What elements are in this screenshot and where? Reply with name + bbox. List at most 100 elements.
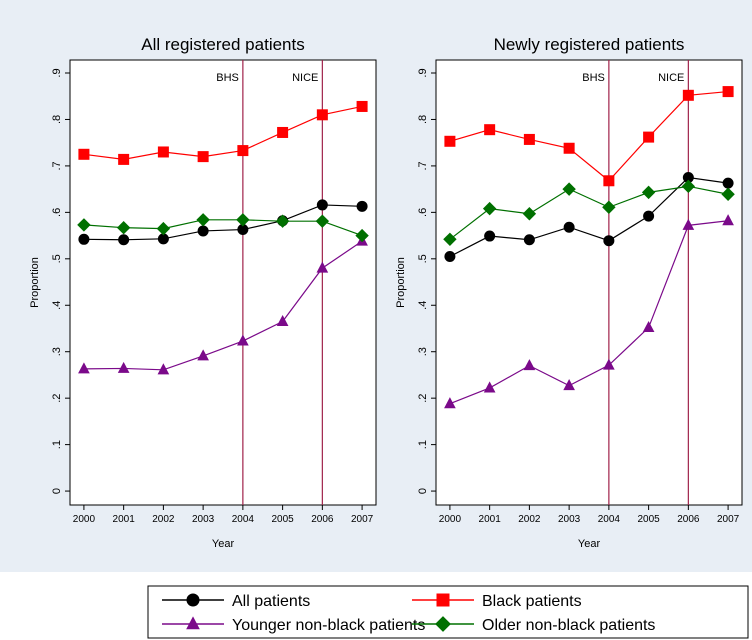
y-tick-label: .4 bbox=[417, 301, 429, 310]
y-axis-label: Proportion bbox=[29, 257, 41, 308]
marker bbox=[118, 234, 130, 246]
marker bbox=[316, 109, 328, 121]
marker bbox=[315, 214, 330, 228]
marker bbox=[356, 200, 368, 212]
x-tick-label: 2000 bbox=[73, 514, 96, 525]
marker bbox=[157, 233, 169, 245]
marker bbox=[276, 314, 289, 327]
marker bbox=[436, 593, 450, 607]
marker bbox=[78, 233, 90, 245]
marker bbox=[186, 616, 200, 630]
legend-label: Black patients bbox=[482, 593, 582, 610]
y-axis-label: Proportion bbox=[395, 257, 407, 308]
x-tick-label: 2000 bbox=[439, 514, 462, 525]
y-tick-label: .7 bbox=[51, 161, 63, 170]
marker bbox=[316, 199, 328, 211]
marker bbox=[643, 131, 655, 143]
y-tick-label: .3 bbox=[51, 347, 63, 356]
series-line bbox=[83, 240, 363, 371]
marker bbox=[197, 349, 209, 361]
legend-label: Older non-black patients bbox=[482, 617, 655, 634]
marker bbox=[196, 213, 210, 227]
x-tick-label: 2003 bbox=[192, 514, 215, 525]
marker bbox=[641, 185, 656, 200]
marker bbox=[484, 124, 496, 136]
marker bbox=[722, 177, 734, 189]
series-line bbox=[83, 105, 363, 161]
marker bbox=[117, 361, 130, 373]
marker bbox=[444, 135, 456, 147]
marker bbox=[722, 214, 734, 226]
marker bbox=[444, 397, 456, 409]
y-tick-label: .9 bbox=[51, 68, 63, 77]
x-tick-label: 2001 bbox=[479, 514, 502, 525]
marker bbox=[682, 89, 694, 101]
marker bbox=[484, 230, 496, 242]
marker bbox=[197, 225, 209, 237]
x-tick-label: 2004 bbox=[232, 514, 255, 525]
x-tick-label: 2002 bbox=[152, 514, 175, 525]
marker bbox=[482, 201, 497, 216]
marker bbox=[443, 232, 457, 247]
marker bbox=[157, 363, 170, 375]
marker bbox=[118, 153, 130, 165]
x-tick-label: 2004 bbox=[598, 514, 621, 525]
marker bbox=[236, 213, 250, 227]
y-tick-label: .6 bbox=[417, 208, 429, 217]
marker bbox=[275, 214, 290, 228]
y-tick-label: 0 bbox=[417, 488, 429, 494]
marker bbox=[523, 359, 536, 371]
marker bbox=[522, 207, 537, 221]
marker bbox=[78, 362, 90, 374]
marker bbox=[197, 151, 209, 163]
x-tick-label: 2006 bbox=[677, 514, 700, 525]
marker bbox=[186, 593, 200, 607]
y-tick-label: .5 bbox=[417, 254, 429, 263]
marker bbox=[523, 234, 535, 246]
marker bbox=[116, 220, 131, 235]
x-tick-label: 2001 bbox=[113, 514, 136, 525]
series-line bbox=[83, 204, 363, 241]
y-tick-label: .2 bbox=[417, 394, 429, 403]
x-axis-label: Year bbox=[212, 538, 235, 550]
y-tick-label: .1 bbox=[51, 440, 63, 449]
x-tick-label: 2005 bbox=[271, 514, 294, 525]
legend-label: All patients bbox=[232, 593, 310, 610]
legend-label: Younger non-black patients bbox=[232, 617, 425, 634]
y-tick-label: .7 bbox=[417, 161, 429, 170]
marker bbox=[563, 142, 575, 154]
series-line bbox=[449, 185, 729, 240]
marker bbox=[316, 261, 329, 273]
y-tick-label: 0 bbox=[51, 488, 63, 494]
series-line bbox=[449, 220, 729, 405]
marker bbox=[681, 179, 696, 194]
marker bbox=[156, 221, 171, 236]
x-axis-label: Year bbox=[578, 538, 601, 550]
x-tick-label: 2006 bbox=[311, 514, 334, 525]
marker bbox=[563, 221, 575, 233]
marker bbox=[237, 145, 249, 157]
marker bbox=[277, 126, 289, 138]
series-line bbox=[449, 176, 729, 258]
panel-title: All registered patients bbox=[141, 35, 304, 54]
marker bbox=[603, 358, 615, 370]
y-tick-label: .8 bbox=[51, 115, 63, 124]
marker bbox=[682, 218, 695, 230]
marker bbox=[356, 100, 368, 112]
x-tick-label: 2007 bbox=[717, 514, 740, 525]
marker bbox=[603, 235, 615, 247]
x-tick-label: 2002 bbox=[518, 514, 541, 525]
y-tick-label: .2 bbox=[51, 394, 63, 403]
marker bbox=[722, 86, 734, 98]
y-tick-label: .4 bbox=[51, 301, 63, 310]
y-tick-label: .9 bbox=[417, 68, 429, 77]
marker bbox=[563, 379, 575, 391]
series-line bbox=[449, 90, 729, 182]
annotation-text: NICE bbox=[292, 72, 318, 84]
y-tick-label: .1 bbox=[417, 440, 429, 449]
marker bbox=[643, 210, 655, 222]
y-tick-label: .6 bbox=[51, 208, 63, 217]
marker bbox=[444, 250, 456, 262]
